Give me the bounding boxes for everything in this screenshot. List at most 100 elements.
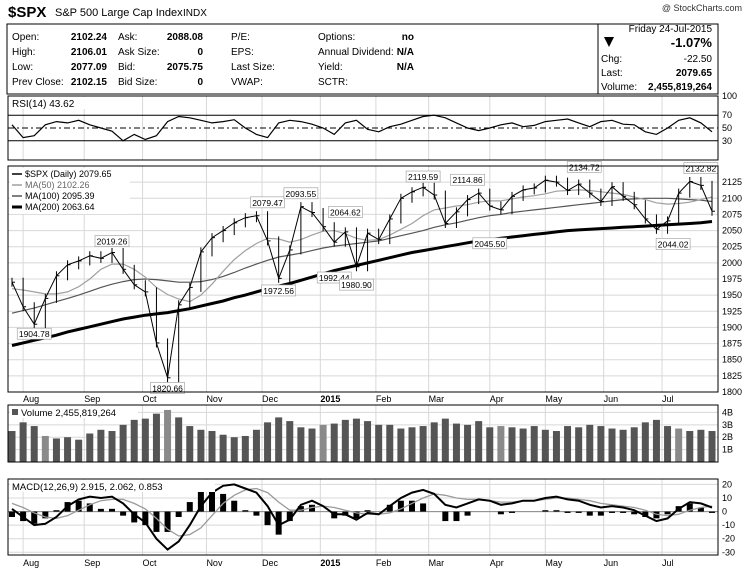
volume-bar — [64, 437, 72, 462]
macd-histogram-bar — [175, 511, 182, 517]
quote-value: 2077.09 — [71, 62, 108, 73]
volume-bar — [375, 424, 383, 462]
volume-tick-label: 1B — [722, 445, 733, 455]
volume-tick-label: 2B — [722, 432, 733, 442]
quote-value: 0 — [197, 77, 203, 88]
panel-frame — [7, 95, 719, 161]
annotation-box — [405, 170, 441, 183]
volume-bar — [408, 427, 416, 462]
month-label: Jun — [604, 558, 619, 568]
annotation-box — [339, 278, 374, 291]
macd-histogram-bar — [197, 489, 204, 512]
volume-bar — [275, 417, 283, 462]
volume-bar — [552, 431, 560, 462]
macd-line — [11, 483, 713, 551]
macd-histogram-bar — [131, 511, 138, 523]
price-annotation: 1972.56 — [263, 286, 294, 296]
macd-histogram-bar — [186, 502, 193, 512]
price-line — [11, 179, 713, 378]
macd-histogram-bar — [497, 511, 504, 515]
volume-bar — [152, 413, 160, 462]
volume-bar — [341, 419, 349, 462]
volume-bar — [641, 422, 649, 462]
volume-value: 2,455,819,264 — [648, 82, 712, 93]
symbol: $SPX — [8, 4, 46, 21]
exchange: INDX — [183, 8, 207, 19]
change-label: Chg: — [601, 54, 622, 65]
month-label: Oct — [143, 394, 158, 404]
macd-histogram-bar — [75, 500, 82, 512]
macd-histogram-bar — [386, 504, 393, 512]
volume-bar — [697, 429, 705, 462]
macd-histogram-bar — [164, 511, 171, 532]
price-annotation: 1980.90 — [341, 280, 372, 290]
quote-value: 2102.24 — [71, 32, 108, 43]
month-label: 2015 — [320, 394, 340, 404]
quote-label: Bid Size: — [118, 77, 157, 88]
price-tick-label: 2100 — [722, 193, 742, 203]
macd-legend: MACD(12,26,9) 2.915, 2.062, 0.853 — [12, 482, 163, 493]
watermark: @ StockCharts.com — [662, 3, 742, 13]
month-label: Aug — [23, 394, 39, 404]
volume-bar — [119, 424, 127, 462]
macd-histogram-bar — [364, 510, 371, 512]
quote-label: Last Size: — [231, 62, 275, 73]
macd-histogram-bar — [409, 500, 415, 512]
macd-histogram-bar — [9, 511, 15, 517]
month-label: Feb — [376, 558, 392, 568]
macd-histogram-bar — [264, 511, 271, 526]
quote-value: no — [402, 32, 414, 43]
month-label: Sep — [84, 394, 100, 404]
quote-label: Prev Close: — [12, 77, 64, 88]
legend-bg — [10, 97, 110, 109]
volume-bar — [141, 418, 149, 462]
macd-histogram-bar — [86, 503, 93, 512]
macd-histogram-bar — [31, 511, 38, 524]
annotation-box — [316, 271, 352, 284]
quote-label: Bid: — [118, 62, 135, 73]
price-annotation: 2134.72 — [569, 162, 600, 172]
macd-histogram-bar — [664, 511, 671, 515]
volume-bar — [397, 428, 405, 462]
price-panel: 1800 1825 1850 1875 1900 1925 1950 1975 2000 2025… — [7, 161, 742, 404]
annotation-box — [250, 196, 285, 209]
month-label: May — [545, 558, 563, 568]
macd-histogram-bar — [564, 511, 571, 513]
volume-bar — [608, 428, 616, 462]
volume-bar — [352, 418, 360, 462]
legend-bg — [10, 480, 215, 492]
month-label: Jun — [604, 394, 619, 404]
month-label: Mar — [429, 558, 445, 568]
price-annotation: 2019.26 — [97, 237, 128, 247]
macd-histogram-bar — [231, 500, 238, 512]
macd-histogram-bar — [653, 511, 660, 519]
volume-bar — [19, 422, 27, 462]
macd-histogram-bar — [464, 511, 471, 516]
annotation-box — [655, 238, 691, 250]
month-label: Sep — [84, 558, 100, 568]
price-tick-label: 1800 — [722, 387, 742, 397]
volume-bar — [675, 428, 683, 462]
quote-label: P/E: — [231, 32, 250, 43]
down-arrow-icon — [604, 37, 614, 47]
macd-histogram-bar — [153, 511, 160, 532]
quote-label: Yield: — [318, 62, 343, 73]
rsi-panel: 30 50 70 100 RSI(14) 43.62 — [7, 91, 737, 161]
price-tick-label: 1875 — [722, 339, 742, 349]
volume-bar — [452, 423, 460, 462]
macd-tick-label: -10 — [722, 520, 735, 530]
rsi-tick-label: 100 — [722, 91, 737, 101]
macd-histogram-bar — [309, 504, 315, 512]
price-tick-label: 2000 — [722, 258, 742, 268]
volume-bar — [519, 428, 527, 462]
rsi-tick-label: 30 — [722, 136, 732, 146]
change-value: -22.50 — [684, 54, 713, 65]
volume-bar — [52, 438, 60, 462]
macd-histogram-bar — [442, 511, 449, 522]
volume-bar — [241, 435, 249, 462]
month-label: Jul — [662, 394, 674, 404]
volume-bar — [386, 424, 394, 462]
volume-bar — [75, 439, 83, 462]
macd-histogram-bar — [686, 503, 693, 512]
